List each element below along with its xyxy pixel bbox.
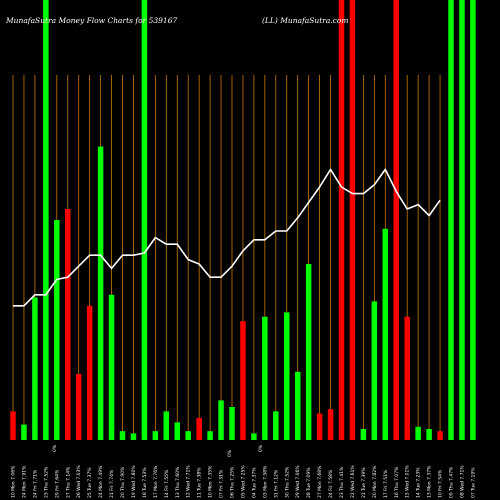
bar (305, 264, 312, 440)
bar (393, 0, 399, 440)
x-tick-label: 28 Tue 7.09% (306, 467, 312, 498)
x-tick-label: 07 Fri 7.31% (219, 469, 225, 498)
bar (251, 433, 257, 440)
x-tick-label: 12 Wed 7.71% (186, 465, 192, 498)
bar (470, 0, 476, 440)
bar-series (10, 0, 476, 440)
x-tick-label: 14 Tue 7.23% (416, 467, 422, 498)
x-tick-label: 03 Mon 7.58% (262, 465, 268, 498)
zero-note: 0% (227, 449, 233, 457)
bar (32, 297, 38, 440)
bar (284, 312, 290, 440)
bar (426, 429, 432, 440)
bar (294, 371, 301, 440)
x-tick-label: 16 Thu 7.07% (394, 466, 400, 498)
x-tick-label: 17 Fri 7.51% (383, 469, 389, 498)
bar (43, 0, 49, 440)
chart-title-right: (LL) MunafaSutra.com (262, 16, 349, 25)
money-flow-polyline (13, 168, 441, 307)
bar (152, 431, 159, 440)
bar (338, 0, 345, 440)
x-tick-label: 29 Fri 7.64% (54, 469, 60, 498)
x-tick-label: 11 Tue 7.38% (197, 467, 203, 498)
bar (65, 209, 71, 440)
bar (86, 305, 93, 440)
x-tick-label: 22 Wed 7.61% (350, 465, 356, 498)
bar (54, 220, 60, 440)
x-tick-label: 10 Mon 7.06% (11, 465, 17, 498)
x-tick-label: 09 Thu 7.47% (449, 466, 455, 498)
x-tick-labels: 10 Mon 7.06% 24 Mon 7.91% 24 Fri 7.71% 23 T… (11, 465, 477, 498)
bar (262, 316, 268, 440)
bar (130, 433, 137, 440)
x-tick-label: 13 Thu 7.60% (175, 466, 181, 498)
bar (404, 316, 410, 440)
x-tick-label: 07 Tue 7.19% (470, 467, 476, 498)
bar (229, 407, 235, 440)
x-tick-label: 24 Mon 7.49% (98, 465, 104, 498)
bar (240, 321, 246, 440)
bar (415, 426, 421, 440)
x-tick-label: 17 Mon 7.76% (153, 465, 159, 498)
bar (448, 0, 454, 440)
x-tick-label: 20 Thu 7.90% (120, 466, 126, 498)
x-tick-label: 24 Fri 7.58% (328, 469, 334, 498)
bar (218, 400, 224, 440)
bar (273, 411, 279, 440)
x-tick-label: 14 Fri 7.55% (164, 469, 170, 498)
x-tick-label: 24 Fri 7.71% (32, 469, 38, 498)
zero-note: 0% (258, 444, 264, 452)
bar (327, 409, 334, 440)
chart-title-left: MunafaSutra Money Flow Charts for 539167 (5, 16, 177, 25)
x-tick-label: 26 Wed 7.03% (76, 465, 82, 498)
bar (371, 301, 378, 440)
x-tick-label: 23 Thu 7.41% (339, 466, 345, 498)
bar (207, 431, 213, 440)
zero-note: 0% (52, 444, 58, 452)
bar (174, 422, 180, 440)
x-tick-label: 19 Wed 7.80% (131, 465, 137, 498)
x-tick-label: 30 Thu 7.52% (284, 466, 290, 498)
bar (10, 411, 16, 440)
x-tick-label: 15 Wed 7.01% (405, 465, 411, 498)
x-tick-label: 27 Thu 7.14% (65, 466, 71, 498)
x-tick-label: 04 Tue 7.37% (251, 467, 257, 498)
x-tick-label: 05 Wed 7.25% (240, 465, 246, 498)
bar (163, 411, 170, 440)
x-tick-label: 21 Fri 7.74% (109, 469, 115, 498)
bar (141, 0, 148, 440)
x-tick-label: 18 Tue 7.53% (142, 467, 148, 498)
x-tick-label: 06 Thu 7.25% (230, 466, 236, 498)
x-tick-label: 10 Fri 7.54% (438, 469, 444, 498)
x-tick-label: 23 Thu 7.52% (43, 466, 49, 498)
bar (316, 413, 323, 440)
bar (196, 418, 202, 440)
bar (437, 431, 443, 440)
x-tick-label: 31 Fri 7.12% (273, 469, 279, 498)
bar (360, 429, 367, 440)
x-tick-label: 25 Tue 7.37% (87, 467, 93, 498)
x-tick-label: 20 Mon 7.82% (372, 465, 378, 498)
bar (119, 431, 126, 440)
x-tick-label: 21 Tue 7.39% (361, 467, 367, 498)
bar (75, 374, 82, 440)
x-tick-label: 10 Mon 7.35% (208, 465, 214, 498)
x-tick-label: 27 Mon 7.68% (317, 465, 323, 498)
bar (382, 228, 389, 440)
x-tick-label: 24 Mon 7.91% (21, 465, 27, 498)
bar (21, 424, 27, 440)
bar (349, 0, 356, 440)
x-tick-label: 29 Wed 7.06% (295, 465, 301, 498)
bar (459, 0, 465, 440)
money-flow-line (13, 168, 441, 307)
x-tick-label: 08 Wed 7.71% (459, 465, 465, 498)
bar (97, 146, 104, 440)
zero-notes: 0% 0% 0% (52, 444, 264, 457)
bar (185, 431, 191, 440)
bar (108, 294, 115, 440)
x-tick-label: 13 Mon 7.37% (427, 465, 433, 498)
